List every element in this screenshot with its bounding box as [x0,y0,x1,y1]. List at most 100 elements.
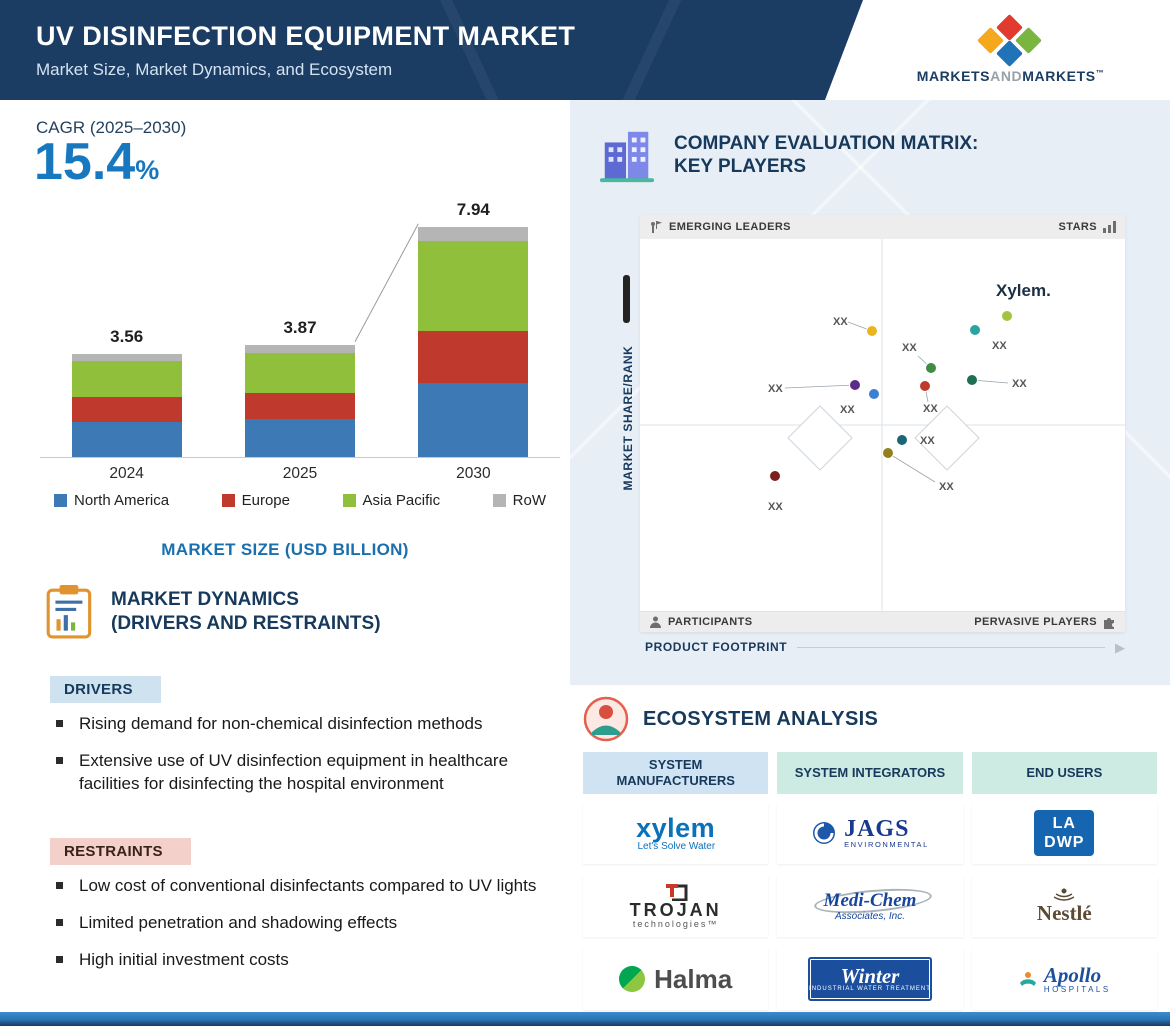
column-system-integrators: SYSTEM INTEGRATORS [777,752,963,794]
matrix-point-6 [919,380,931,392]
cagr-label: CAGR (2025–2030) [36,118,187,137]
category-label-2024: 2024 [109,465,144,482]
restraint-text: High initial investment costs [79,950,289,969]
segment-2024-europe [71,397,182,423]
matrix-point-label-7: XX [1012,378,1027,390]
left-panel: CAGR (2025–2030) 15.4% 3.56 2024 3.87 2025 7… [0,100,570,1012]
nestle-wordmark: Nestlé [1036,900,1092,925]
matrix-point-9 [882,447,894,459]
quadrant-bottom-right: PERVASIVE PLAYERS [974,616,1116,629]
logo-card-trojan: TROJAN technologies™ [583,875,769,937]
total-label-2030: 7.94 [456,199,490,219]
driver-text: Extensive use of UV disinfection equipme… [79,751,509,793]
matrix-point-label-2: Xylem. [996,281,1051,300]
matrix-point-8 [896,434,908,446]
chart-axis-title: MARKET SIZE (USD BILLION) [161,540,409,559]
xylem-tagline: Let's Solve Water [637,840,716,852]
ladwp-line1: LA [1052,815,1076,832]
point-connector-7 [971,379,1009,384]
bullet-square-icon [56,757,63,764]
bullet-square-icon [56,919,63,926]
matrix-title-line1: COMPANY EVALUATION MATRIX: [674,133,979,154]
x-axis-line [797,646,1105,648]
page-title: UV DISINFECTION EQUIPMENT MARKET [36,21,576,51]
market-dynamics-title: MARKET DYNAMICS (DRIVERS AND RESTRAINTS) [111,584,381,636]
halma-logo: Halma [619,964,732,995]
halma-circle-icon [619,966,646,992]
matrix-point-label-1: XX [992,340,1007,352]
apollo-hand-icon [1019,972,1036,986]
halma-wordmark: Halma [654,963,733,994]
apollo-sub: HOSPITALS [1043,984,1111,994]
logo-card-xylem: xylem Let's Solve Water [583,802,769,864]
matrix-point-7 [966,374,978,386]
footer-bar [0,1012,1170,1026]
bar-2024 [71,353,182,457]
restraint-item: High initial investment costs [50,948,546,971]
category-label-2030: 2030 [456,465,491,482]
marketsandmarkets-diamonds-icon [976,13,1042,67]
legend-swatch [54,494,67,507]
jags-wordmark: JAGS [844,815,910,842]
header-banner: UV DISINFECTION EQUIPMENT MARKET Market … [0,0,1170,100]
segment-2025-north-america [245,419,355,457]
bullet-square-icon [56,956,63,963]
trojan-mark-icon [665,884,688,901]
xylem-logo: xylem Let's Solve Water [636,814,716,852]
apollo-text: Apollo HOSPITALS [1043,964,1111,994]
restraints-list: Low cost of conventional disinfectants c… [50,874,546,985]
driver-item: Rising demand for non-chemical disinfect… [50,712,546,735]
matrix-point-label-8: XX [920,435,935,447]
matrix-top-strip: EMERGING LEADERS STARS [640,215,1125,239]
bar-2025 [245,344,355,457]
logo-card-ladwp: LA DWP [971,802,1157,864]
segment-2025-europe [245,392,355,420]
quadrant-label: EMERGING LEADERS [669,221,791,233]
matrix-point-3 [849,379,861,391]
matrix-point-label-9: XX [939,481,954,493]
restraints-tab: RESTRAINTS [50,838,191,865]
matrix-header: COMPANY EVALUATION MATRIX: KEY PLAYERS [598,126,978,184]
x-axis-arrow-icon: ▶ [1115,639,1125,655]
legend-europe: Europe [221,492,290,509]
quadrant-top-left: EMERGING LEADERS [649,220,791,234]
jags-text: JAGS ENVIRONMENTAL [844,815,929,849]
drivers-tab: DRIVERS [50,676,161,703]
column-system-manufacturers: SYSTEM MANUFACTURERS [583,752,769,794]
apollo-logo: Apollo HOSPITALS [1018,964,1111,994]
segment-2024-north-america [71,422,182,457]
marketsandmarkets-wordmark: MARKETSANDMARKETS™ [917,68,1105,84]
matrix-point-label-10: XX [768,501,783,513]
legend-label: RoW [512,492,546,509]
segment-2030-europe [418,330,529,384]
point-connector-9 [887,452,936,483]
legend-label: Asia Pacific [362,492,441,509]
restraint-text: Limited penetration and shadowing effect… [79,913,398,932]
matrix-point-10 [769,470,781,482]
person-flag-icon [651,220,662,233]
matrix-point-1 [969,324,981,336]
driver-text: Rising demand for non-chemical disinfect… [79,714,483,733]
nestle-logo: Nestlé [1037,887,1092,926]
driver-item: Extensive use of UV disinfection equipme… [50,749,546,795]
matrix-point-2 [1001,310,1013,322]
quadrant-top-right: STARS [1059,221,1116,233]
person-badge-icon [583,696,629,742]
legend-north-america: North America [54,492,169,509]
nestle-nest-icon [1053,888,1075,901]
winter-logo: Winter INDUSTRIAL WATER TREATMENT [807,957,932,1001]
cagr-number: 15.4 [34,133,136,191]
buildings-icon [599,131,655,183]
market-dynamics-header: MARKET DYNAMICS (DRIVERS AND RESTRAINTS) [45,584,381,640]
ecosystem-title: ECOSYSTEM ANALYSIS [643,707,879,730]
matrix-point-5 [925,362,937,374]
person-icon [650,616,661,628]
logo-tm: ™ [1095,67,1105,77]
bullet-square-icon [56,882,63,889]
segment-2024-row [71,353,182,362]
ladwp-logo: LA DWP [1034,810,1095,856]
market-size-bar-chart: 3.56 2024 3.87 2025 7.94 2030 [40,198,560,482]
segment-2024-asia-pacific [71,361,182,398]
winter-sub: INDUSTRIAL WATER TREATMENT [809,986,931,992]
cagr-value: 15.4% [34,132,159,192]
